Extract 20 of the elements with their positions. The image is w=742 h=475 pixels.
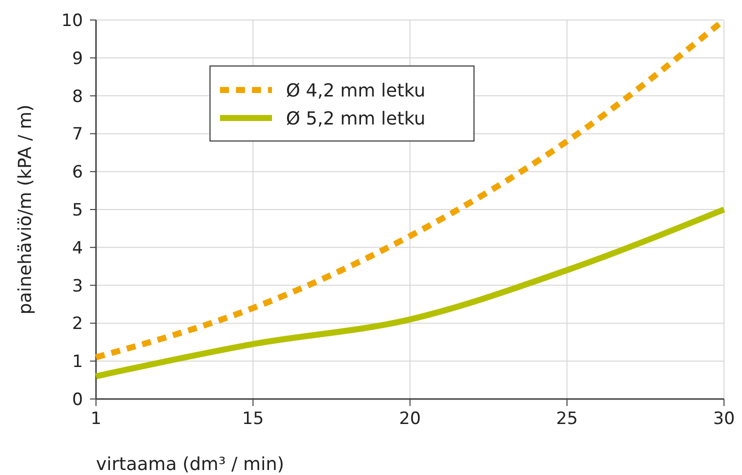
x-tick-label: 1: [90, 409, 102, 429]
x-axis-title: virtaama (dm³ / min): [96, 454, 284, 475]
y-tick-label: 10: [61, 10, 83, 31]
x-tick-label: 20: [399, 409, 421, 429]
x-tick-label: 30: [713, 409, 735, 429]
y-tick-label: 1: [72, 352, 83, 372]
y-tick-label: 0: [72, 390, 83, 410]
y-tick-label: 6: [72, 162, 83, 183]
y-tick-label: 7: [72, 124, 83, 145]
legend-label: Ø 4,2 mm letku: [286, 80, 426, 102]
x-tick-label: 15: [242, 409, 264, 429]
legend-label: Ø 5,2 mm letku: [286, 108, 426, 130]
y-tick-label: 8: [72, 86, 83, 107]
y-tick-label: 3: [72, 276, 83, 296]
y-tick-label: 5: [72, 200, 83, 220]
y-axis-title: painehäviö/m (kPA / m): [15, 104, 36, 314]
x-tick-label: 25: [556, 409, 578, 429]
y-tick-label: 4: [72, 238, 83, 258]
y-tick-label: 9: [72, 48, 83, 69]
y-tick-label: 2: [72, 314, 83, 334]
